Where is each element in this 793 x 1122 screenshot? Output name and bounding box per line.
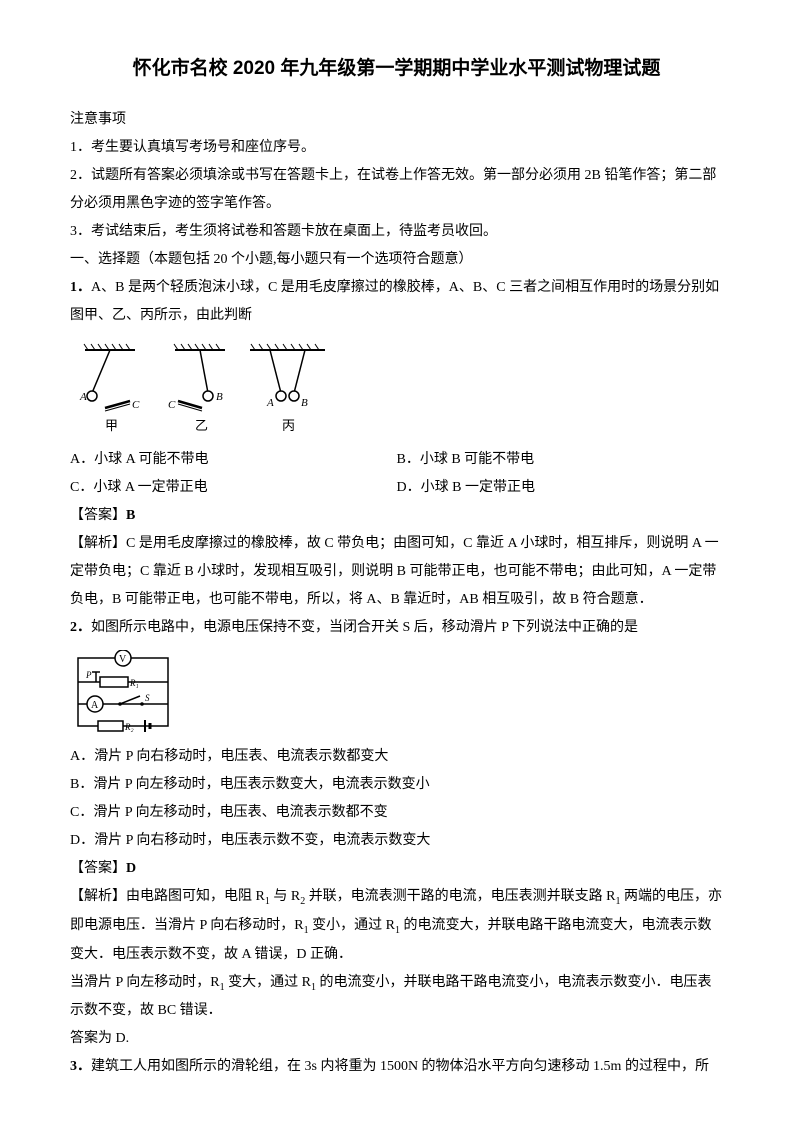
q1-option-d: D．小球 B 一定带正电 [397,474,724,502]
q1-option-b: B．小球 B 可能不带电 [397,446,724,474]
q2-explain-p1c: 并联，电流表测干路的电流，电压表测并联支路 R [305,889,615,904]
notice-header: 注意事项 [70,106,723,134]
q1-answer-label: 【答案】 [70,508,126,523]
q2-options: A．滑片 P 向右移动时，电压表、电流表示数都变大 B．滑片 P 向左移动时，电… [70,743,723,855]
svg-text:R₂: R₂ [124,722,134,732]
q2-num: 2． [70,620,91,635]
section-title: 一、选择题（本题包括 20 个小题,每小题只有一个选项符合题意） [70,246,723,274]
q3-stem-text: 建筑工人用如图所示的滑轮组，在 3s 内将重为 1500N 的物体沿水平方向匀速… [91,1059,709,1074]
svg-text:C: C [132,399,140,411]
q1-answer: 【答案】B [70,502,723,530]
q1-figure: A C 甲 B C 乙 [70,338,723,438]
q2-stem-text: 如图所示电路中，电源电压保持不变，当闭合开关 S 后，移动滑片 P 下列说法中正… [91,620,638,635]
q1-explain-label: 【解析】 [70,536,126,551]
svg-text:B: B [216,391,223,403]
q1-num: 1． [70,280,91,295]
q2-explain-p2b: 变大，通过 R [225,975,311,990]
svg-text:S: S [145,693,150,703]
notice-item-3: 3．考试结束后，考生须将试卷和答题卡放在桌面上，待监考员收回。 [70,218,723,246]
q1-option-c: C．小球 A 一定带正电 [70,474,397,502]
q1-answer-value: B [126,508,135,523]
q2-option-b: B．滑片 P 向左移动时，电压表示数变大，电流表示数变小 [70,771,723,799]
q2-explanation-p2: 当滑片 P 向左移动时，R1 变大，通过 R1 的电流变小，并联电路干路电流变小… [70,969,723,1026]
svg-text:丙: 丙 [282,418,295,433]
svg-text:B: B [301,397,308,409]
svg-text:乙: 乙 [195,418,208,433]
q2-option-c: C．滑片 P 向左移动时，电压表、电流表示数都不变 [70,799,723,827]
svg-text:A: A [266,397,274,409]
q1-explanation: 【解析】C 是用毛皮摩擦过的橡胶棒，故 C 带负电；由图可知，C 靠近 A 小球… [70,530,723,614]
q1-options: A．小球 A 可能不带电 B．小球 B 可能不带电 C．小球 A 一定带正电 D… [70,446,723,502]
svg-text:A: A [79,391,87,403]
q2-figure: V P R₁ A S R₂ [70,650,723,735]
q1-option-a: A．小球 A 可能不带电 [70,446,397,474]
q1-explain-text: C 是用毛皮摩擦过的橡胶棒，故 C 带负电；由图可知，C 靠近 A 小球时，相互… [70,536,719,607]
notice-item-1: 1．考生要认真填写考场号和座位序号。 [70,134,723,162]
svg-text:甲: 甲 [105,418,118,433]
q2-option-d: D．滑片 P 向右移动时，电压表示数不变，电流表示数变大 [70,827,723,855]
q3-num: 3． [70,1059,91,1074]
svg-text:V: V [119,654,127,665]
svg-text:A: A [91,700,99,711]
q2-explain-label: 【解析】 [70,889,126,904]
svg-text:C: C [168,399,176,411]
q2-explain-p1a: 由电路图可知，电阻 R [126,889,265,904]
q2-answer-value: D [126,861,136,876]
q2-stem: 2．如图所示电路中，电源电压保持不变，当闭合开关 S 后，移动滑片 P 下列说法… [70,614,723,642]
q2-option-a: A．滑片 P 向右移动时，电压表、电流表示数都变大 [70,743,723,771]
q2-answer: 【答案】D [70,855,723,883]
q3-stem: 3．建筑工人用如图所示的滑轮组，在 3s 内将重为 1500N 的物体沿水平方向… [70,1053,723,1081]
q2-explain-p1e: 变小，通过 R [309,918,395,933]
page-title: 怀化市名校 2020 年九年级第一学期期中学业水平测试物理试题 [70,50,723,88]
notice-item-2: 2．试题所有答案必须填涂或书写在答题卡上，在试卷上作答无效。第一部分必须用 2B… [70,162,723,218]
q1-stem-a: A、B 是两个轻质泡沫小球，C 是用毛皮摩擦过的橡胶棒，A、B、C 三者之间相互… [91,280,719,295]
q2-explanation-p3: 答案为 D. [70,1025,723,1053]
q2-explain-p1b: 与 R [270,889,300,904]
q1-stem-b: 图甲、乙、丙所示，由此判断 [70,302,723,330]
q2-explain-p2a: 当滑片 P 向左移动时，R [70,975,220,990]
svg-text:R₁: R₁ [129,678,139,688]
q1-stem: 1．A、B 是两个轻质泡沫小球，C 是用毛皮摩擦过的橡胶棒，A、B、C 三者之间… [70,274,723,302]
q2-explanation-p1: 【解析】由电路图可知，电阻 R1 与 R2 并联，电流表测干路的电流，电压表测并… [70,883,723,969]
q2-answer-label: 【答案】 [70,861,126,876]
svg-text:P: P [85,670,92,680]
